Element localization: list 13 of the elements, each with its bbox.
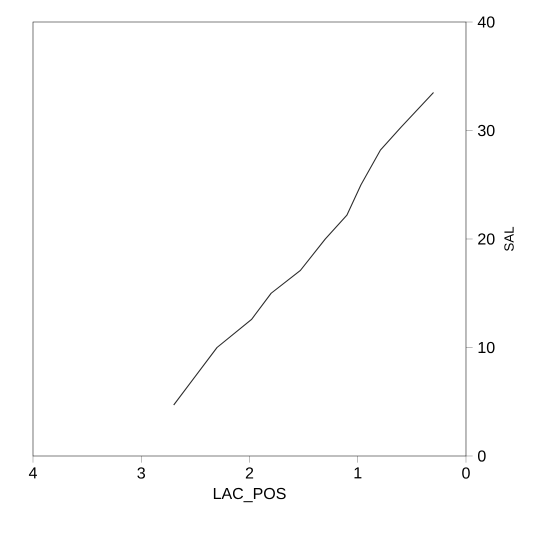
x-axis-title: LAC_POS	[214, 488, 286, 502]
line-series	[173, 92, 434, 406]
y-axis-title: SAL	[504, 226, 514, 251]
y-tick-label: 40	[478, 16, 495, 28]
y-tick-label: 0	[478, 450, 486, 462]
x-tick-label: 1	[354, 467, 362, 478]
y-tick-label: 30	[478, 124, 495, 136]
x-tick-label: 3	[137, 467, 145, 479]
y-tick-label: 20	[478, 233, 495, 245]
x-tick-label: 4	[28, 467, 37, 478]
x-tick-label: 0	[462, 467, 470, 479]
y-tick-label: 10	[478, 342, 495, 354]
x-tick-label: 2	[246, 467, 254, 479]
